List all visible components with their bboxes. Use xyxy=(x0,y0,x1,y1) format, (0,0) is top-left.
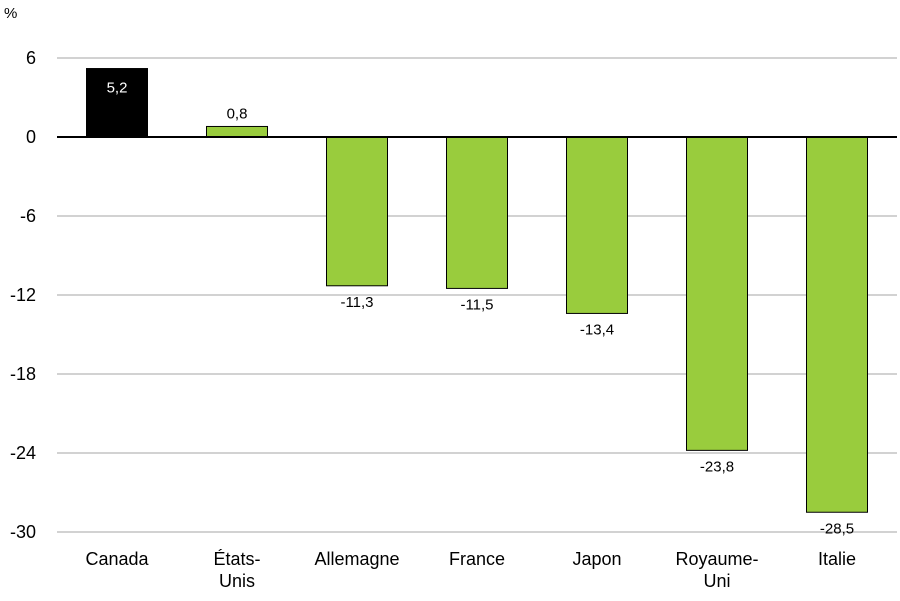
category-label: Royaume-Uni xyxy=(675,549,758,591)
bars xyxy=(86,68,868,513)
data-label: -11,5 xyxy=(460,296,493,313)
data-label: -11,3 xyxy=(340,294,373,311)
category-label-line: Canada xyxy=(85,549,149,569)
y-tick-label: 0 xyxy=(26,127,36,147)
y-axis-ticks: 6 0 -6 -12 -18 -24 -30 xyxy=(10,48,36,542)
gridlines xyxy=(57,57,897,533)
y-tick-label: -24 xyxy=(10,443,36,463)
category-label: Italie xyxy=(818,549,856,569)
y-tick-label: -30 xyxy=(10,522,36,542)
x-axis-category-labels: Canada États-Unis Allemagne France Japon Roya… xyxy=(85,549,856,591)
y-tick-label: -12 xyxy=(10,285,36,305)
data-labels: 5,2 0,8 -11,3 -11,5 -13,4 -23,8 -28,5 xyxy=(107,80,855,538)
y-tick-label: -6 xyxy=(20,206,36,226)
category-label: États-Unis xyxy=(213,549,260,591)
bar xyxy=(566,136,628,314)
category-label: Canada xyxy=(85,549,149,569)
bar xyxy=(206,125,268,138)
category-label-line: France xyxy=(449,549,505,569)
category-label-line: Uni xyxy=(703,571,730,591)
category-label-line: Royaume- xyxy=(675,549,758,569)
data-label: 5,2 xyxy=(107,80,128,97)
bar xyxy=(446,136,508,289)
category-label-line: États- xyxy=(213,549,260,569)
category-label-line: Unis xyxy=(219,571,255,591)
data-label: -23,8 xyxy=(700,458,734,475)
y-tick-label: 6 xyxy=(26,48,36,68)
category-label: France xyxy=(449,549,505,569)
data-label: -28,5 xyxy=(820,520,854,537)
bar xyxy=(326,136,388,287)
bar xyxy=(686,136,748,451)
data-label: -13,4 xyxy=(580,321,614,338)
y-axis-unit-label: % xyxy=(4,5,17,22)
category-label: Japon xyxy=(572,549,621,569)
data-label: 0,8 xyxy=(227,105,248,122)
category-label-line: Japon xyxy=(572,549,621,569)
bar xyxy=(806,136,868,513)
category-label-line: Italie xyxy=(818,549,856,569)
category-label: Allemagne xyxy=(314,549,399,569)
category-label-line: Allemagne xyxy=(314,549,399,569)
y-tick-label: -18 xyxy=(10,364,36,384)
